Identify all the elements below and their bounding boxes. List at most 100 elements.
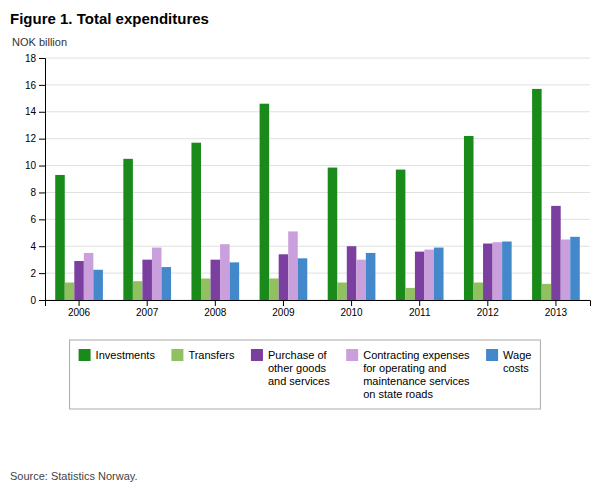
x-axis-line: [46, 301, 591, 307]
bar: [260, 104, 270, 300]
x-tick: 2011: [409, 300, 431, 318]
chart: Figure 1. Total expenditures NOK billion 0…: [0, 0, 610, 488]
bar-series: [93, 237, 579, 300]
bars: [55, 89, 580, 300]
bar: [55, 175, 65, 300]
legend-item: Transfers: [171, 349, 235, 361]
bar: [493, 242, 503, 300]
bar: [415, 252, 425, 300]
bar: [279, 254, 289, 300]
bar: [74, 261, 84, 300]
y-tick: 18: [25, 53, 45, 64]
x-tick: 2013: [545, 300, 568, 318]
title: Figure 1. Total expenditures: [10, 10, 209, 27]
y-tick: 12: [25, 133, 45, 144]
legend-swatch: [171, 349, 183, 361]
y-tick: 6: [30, 214, 45, 225]
y-tick-mark: [39, 300, 45, 301]
y-tick-label: 14: [25, 106, 37, 117]
x-tick-mark: [215, 300, 216, 306]
bar: [366, 253, 376, 300]
y-tick: 16: [25, 80, 45, 91]
y-tick-mark: [39, 85, 45, 86]
bar: [269, 278, 279, 300]
legend-item: Purchase ofother goodsand services: [251, 349, 330, 387]
y-tick: 8: [30, 187, 45, 198]
legend-label: Transfers: [188, 349, 235, 361]
bar-series: [55, 89, 541, 300]
bar: [396, 170, 406, 300]
x-tick-label: 2007: [136, 307, 159, 318]
x-tick: 2008: [204, 300, 227, 318]
bar: [532, 89, 542, 300]
bar: [220, 244, 230, 300]
bar: [142, 260, 152, 300]
x-axis: 2006 2007 2008 2009 2010 2011 2012 2013: [46, 300, 591, 318]
legend-item: Contracting expensesfor operating andmai…: [346, 349, 470, 400]
bar: [152, 248, 162, 300]
legend-swatch: [486, 349, 498, 361]
grid-line: [45, 138, 590, 139]
y-tick: 10: [25, 160, 45, 171]
bar: [65, 283, 75, 300]
legend-label: Wagecosts: [503, 349, 531, 374]
bar-series: [74, 206, 560, 300]
x-tick: 2009: [272, 300, 295, 318]
x-tick-label: 2012: [477, 307, 500, 318]
y-tick-label: 12: [25, 133, 37, 144]
y-tick: 4: [30, 241, 45, 252]
bar: [483, 244, 493, 300]
bar: [123, 159, 133, 300]
x-tick-label: 2010: [340, 307, 363, 318]
bar: [230, 262, 240, 300]
bar: [561, 240, 571, 301]
bar: [84, 253, 94, 300]
bar: [405, 288, 415, 300]
y-tick-mark: [39, 112, 45, 113]
bar: [328, 168, 338, 300]
bar-series: [84, 231, 570, 300]
legend-swatch: [79, 349, 91, 361]
x-tick-label: 2006: [68, 307, 91, 318]
y-tick-label: 10: [25, 160, 37, 171]
legend-swatch: [251, 349, 263, 361]
legend-item: Investments: [79, 349, 156, 361]
y-axis-label: NOK billion: [12, 36, 67, 48]
bar: [161, 267, 171, 300]
bar: [570, 237, 580, 300]
plot: 0246810121416182006200720082009201020112…: [25, 53, 591, 318]
y-tick-label: 4: [30, 241, 36, 252]
x-tick: 2012: [477, 300, 500, 318]
bar-series: [65, 278, 551, 300]
bar: [211, 260, 221, 300]
x-tick-mark: [79, 300, 80, 306]
y-tick-mark: [39, 192, 45, 193]
bar: [424, 250, 434, 300]
bar: [542, 284, 552, 300]
x-tick: 2010: [340, 300, 363, 318]
y-tick-label: 18: [25, 53, 37, 64]
y-tick-mark: [39, 246, 45, 247]
y-tick-mark: [39, 58, 45, 59]
y-tick-label: 16: [25, 80, 37, 91]
y-tick-label: 0: [30, 295, 36, 306]
x-tick-label: 2008: [204, 307, 227, 318]
x-tick-mark: [555, 300, 556, 306]
grid-line: [45, 84, 590, 85]
y-tick: 0: [30, 295, 45, 306]
x-tick-mark: [147, 300, 148, 306]
grid-line: [45, 58, 590, 59]
x-tick-mark: [283, 300, 284, 306]
x-tick-label: 2011: [409, 307, 431, 318]
bar: [288, 231, 298, 300]
bar: [356, 260, 366, 300]
legend-label: Purchase ofother goodsand services: [268, 349, 330, 387]
bar: [347, 246, 357, 300]
bar: [337, 283, 347, 300]
y-tick-label: 6: [30, 214, 36, 225]
annotation: Source: Statistics Norway.: [10, 470, 138, 482]
y-tick-mark: [39, 219, 45, 220]
y-tick-label: 2: [30, 268, 36, 279]
grid-line: [45, 111, 590, 112]
x-tick-mark: [419, 300, 420, 306]
